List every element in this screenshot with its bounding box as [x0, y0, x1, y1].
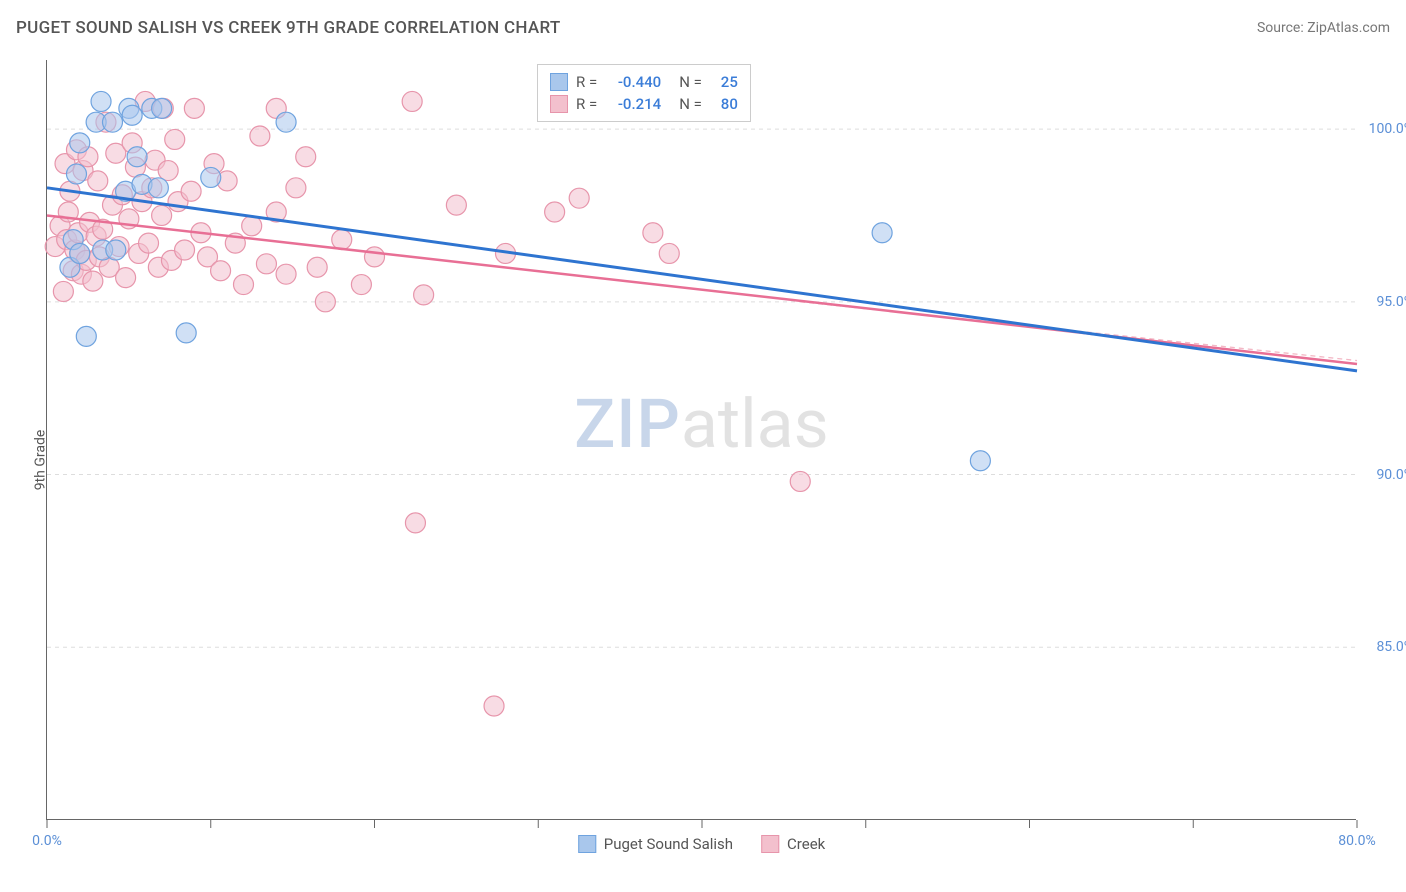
legend-swatch [550, 73, 568, 91]
data-point [872, 223, 892, 243]
series-legend: Puget Sound Salish Creek [578, 835, 826, 853]
data-point [414, 285, 434, 305]
data-point [276, 112, 296, 132]
y-tick-label: 90.0% [1376, 467, 1406, 483]
data-point [165, 129, 185, 149]
data-point [70, 243, 90, 263]
data-point [127, 147, 147, 167]
legend-n-label: N = [679, 95, 702, 113]
data-point [116, 268, 136, 288]
data-point [276, 264, 296, 284]
data-point [152, 205, 172, 225]
source-label: Source: ZipAtlas.com [1257, 20, 1390, 36]
legend-r-value: -0.440 [605, 73, 661, 91]
data-point [184, 98, 204, 118]
data-point [139, 233, 159, 253]
data-point [643, 223, 663, 243]
x-tick-label: 0.0% [32, 833, 62, 849]
data-point [53, 281, 73, 301]
data-point [103, 112, 123, 132]
data-point [211, 261, 231, 281]
data-point [201, 167, 221, 187]
legend-r-label: R = [576, 95, 597, 113]
data-point [307, 257, 327, 277]
data-point [234, 275, 254, 295]
data-point [286, 178, 306, 198]
data-point [88, 171, 108, 191]
legend-item: Creek [761, 835, 825, 853]
legend-label: Puget Sound Salish [604, 835, 733, 853]
data-point [790, 471, 810, 491]
data-point [315, 292, 335, 312]
data-point [106, 240, 126, 260]
data-point [446, 195, 466, 215]
y-tick-label: 95.0% [1376, 294, 1406, 310]
data-point [405, 513, 425, 533]
legend-r-label: R = [576, 73, 597, 91]
data-point [175, 240, 195, 260]
data-point [545, 202, 565, 222]
data-point [256, 254, 276, 274]
data-point [181, 181, 201, 201]
data-point [484, 696, 504, 716]
data-point [569, 188, 589, 208]
legend-swatch [578, 835, 596, 853]
chart-container: 9th Grade ZIPatlas R =-0.440N =25R =-0.2… [0, 50, 1406, 870]
data-point [402, 91, 422, 111]
data-point [158, 161, 178, 181]
data-point [148, 178, 168, 198]
legend-swatch [761, 835, 779, 853]
data-point [66, 164, 86, 184]
stats-legend-row: R = -0.440 N = 25 [550, 71, 738, 93]
data-point [83, 271, 103, 291]
y-tick-label: 100.0% [1369, 121, 1406, 137]
y-tick-label: 85.0% [1376, 639, 1406, 655]
legend-n-label: N = [679, 73, 702, 91]
data-point [152, 98, 172, 118]
data-point [122, 105, 142, 125]
data-point [365, 247, 385, 267]
data-point [970, 451, 990, 471]
data-point [296, 147, 316, 167]
x-tick-label: 80.0% [1338, 833, 1376, 849]
data-point [70, 133, 90, 153]
data-point [351, 275, 371, 295]
data-point [176, 323, 196, 343]
data-point [76, 326, 96, 346]
legend-n-value: 25 [710, 73, 738, 91]
legend-swatch [550, 95, 568, 113]
data-point [250, 126, 270, 146]
stats-legend-row: R = -0.214 N = 80 [550, 93, 738, 115]
chart-title: PUGET SOUND SALISH VS CREEK 9TH GRADE CO… [16, 18, 561, 38]
legend-label: Creek [787, 835, 825, 853]
stats-legend: R = -0.440 N = 25 R = -0.214 N = 80 [537, 64, 751, 122]
legend-r-value: -0.214 [605, 95, 661, 113]
legend-n-value: 80 [710, 95, 738, 113]
plot-svg [47, 60, 1357, 820]
data-point [91, 91, 111, 111]
data-point [659, 243, 679, 263]
plot-area: ZIPatlas R =-0.440N =25R =-0.214N =80 Pu… [46, 60, 1356, 820]
data-point [332, 230, 352, 250]
legend-item: Puget Sound Salish [578, 835, 733, 853]
